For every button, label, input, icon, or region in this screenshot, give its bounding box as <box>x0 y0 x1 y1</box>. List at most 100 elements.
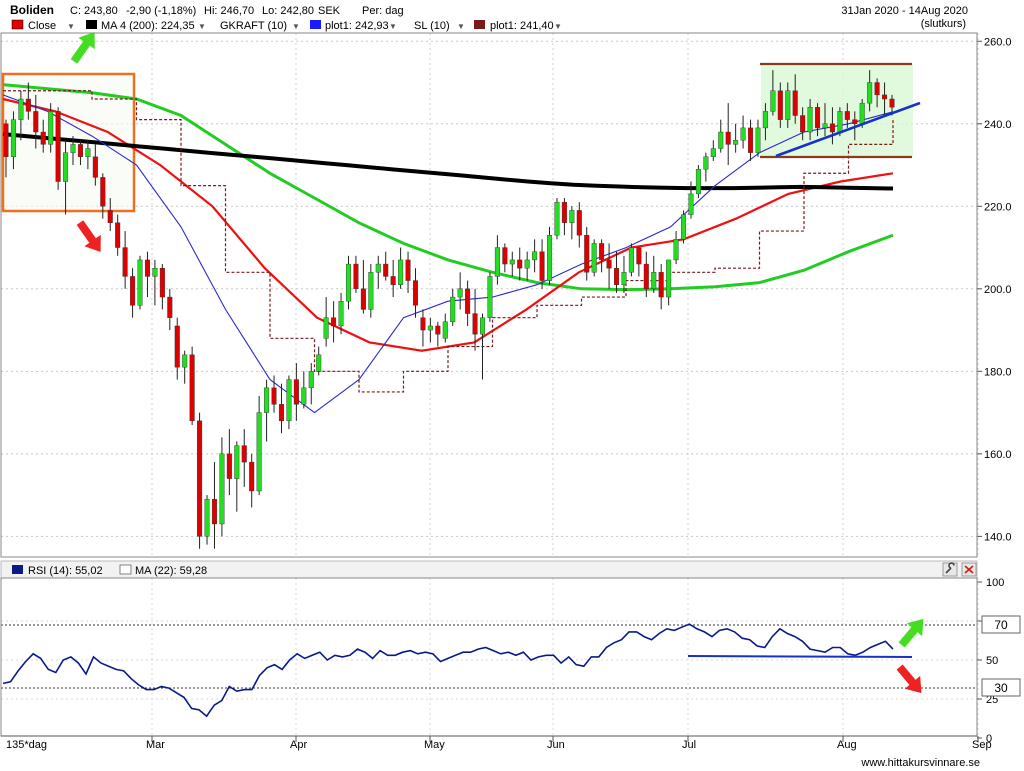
candle-body <box>323 317 329 339</box>
candle-body <box>614 267 620 285</box>
candle-body <box>822 123 828 129</box>
x-tick-label: Sep <box>972 739 992 751</box>
dropdown-arrow-icon[interactable]: ▼ <box>554 22 562 31</box>
x-tick-label: May <box>424 739 445 751</box>
candle-body <box>547 234 553 281</box>
candle-body <box>182 354 188 368</box>
x-tick-label: Apr <box>290 739 307 751</box>
candle-body <box>226 453 232 479</box>
candle-body <box>554 201 560 236</box>
candle-body <box>25 98 31 112</box>
green-up-arrow-icon <box>898 618 924 648</box>
candle-body <box>621 272 627 285</box>
candle-body <box>338 300 344 327</box>
candle-body <box>777 90 783 120</box>
candle-body <box>48 111 54 145</box>
candle-body <box>658 272 664 298</box>
candle-body <box>882 94 888 100</box>
candle-body <box>100 177 106 207</box>
legend-close: Close <box>28 20 56 32</box>
rsi-level-30-label: 30 <box>994 681 1008 695</box>
dropdown-arrow-icon[interactable]: ▼ <box>67 22 75 31</box>
rsi-legend-label: RSI (14): 55,02 <box>28 565 103 577</box>
candle-body <box>293 379 299 405</box>
price-y-tick-label: 200.0 <box>984 284 1012 296</box>
candle-body <box>509 259 515 265</box>
candle-body <box>532 251 538 261</box>
legend: Close ▼ MA 4 (200): 224,35 ▼ GKRAFT (10)… <box>11 19 562 32</box>
candle-body <box>748 127 754 153</box>
blue-trend-line <box>775 101 921 158</box>
candle-body <box>219 453 225 525</box>
period-label: Per: dag <box>362 5 404 17</box>
rsi-level-70-box <box>981 615 1021 634</box>
candle-body <box>316 354 322 372</box>
indicator-lines <box>2 83 894 414</box>
candle-body <box>10 119 16 157</box>
candle-body <box>345 263 351 302</box>
legend-swatch-close <box>11 19 24 30</box>
candle-body <box>502 247 508 265</box>
candle-body <box>398 259 404 285</box>
plot1-blue-line <box>2 94 894 414</box>
candle-body <box>628 247 634 273</box>
candle-body <box>353 263 359 290</box>
sl-brown-stepped-line <box>3 90 894 393</box>
legend-sl: SL (10) <box>414 20 450 32</box>
ticker-name: Boliden <box>10 3 54 17</box>
candle-body <box>792 90 798 116</box>
dropdown-arrow-icon[interactable]: ▼ <box>292 22 300 31</box>
candle-body <box>762 111 768 129</box>
candle-body <box>852 119 858 124</box>
legend-swatch-plot1-brown <box>474 20 485 29</box>
candle-body <box>807 107 813 133</box>
candle-body <box>249 461 255 492</box>
watermark: www.hittakursvinnare.se <box>860 757 980 768</box>
candle-body <box>494 247 500 277</box>
candle-body <box>256 412 262 492</box>
candle-body <box>643 263 649 290</box>
candle-body <box>308 371 314 389</box>
candle-body <box>584 234 590 273</box>
rsi-level-70-label: 70 <box>994 618 1008 632</box>
candle-body <box>487 276 493 318</box>
price-y-tick-label: 180.0 <box>984 366 1012 378</box>
price-y-tick-label: 220.0 <box>984 201 1012 213</box>
price-y-tick-label: 160.0 <box>984 449 1012 461</box>
candle-body <box>606 259 612 269</box>
rsi-series <box>2 623 894 718</box>
dropdown-arrow-icon[interactable]: ▼ <box>389 22 397 31</box>
candle-body <box>137 259 143 306</box>
x-tick-label: Mar <box>146 739 165 751</box>
candle-body <box>278 404 284 422</box>
candle-body <box>152 267 158 277</box>
candle-body <box>115 222 121 248</box>
close-icon[interactable] <box>961 562 977 577</box>
candle-body <box>517 259 523 269</box>
candle-body <box>63 152 69 182</box>
legend-swatch-plot1-blue <box>310 20 321 29</box>
red-down-arrow-icon <box>896 664 922 694</box>
candle-body <box>576 210 582 236</box>
price-y-axis: 140.0 160.0 180.0 200.0 220.0 240.0 260.0 <box>977 36 1012 543</box>
rsi-grid <box>1 578 979 736</box>
price-panel-border <box>0 32 978 558</box>
change-value: -2,90 (-1,18%) <box>126 5 196 17</box>
candle-body <box>479 317 486 335</box>
candle-body <box>666 259 672 298</box>
candle-body <box>204 499 210 537</box>
wrench-icon[interactable] <box>942 562 958 577</box>
candle-body <box>859 102 865 124</box>
candle-body <box>815 107 821 129</box>
candle-body <box>271 387 277 405</box>
date-range: 31Jan 2020 - 14Aug 2020 <box>841 5 968 17</box>
candle-body <box>874 82 880 96</box>
candle-body <box>703 156 709 170</box>
dropdown-arrow-icon[interactable]: ▼ <box>198 22 206 31</box>
candle-body <box>740 127 746 141</box>
candle-body <box>829 123 835 133</box>
candle-body <box>383 263 389 277</box>
candle-body <box>331 317 337 327</box>
dropdown-arrow-icon[interactable]: ▼ <box>457 22 465 31</box>
x-tick-label: Jun <box>547 739 565 751</box>
